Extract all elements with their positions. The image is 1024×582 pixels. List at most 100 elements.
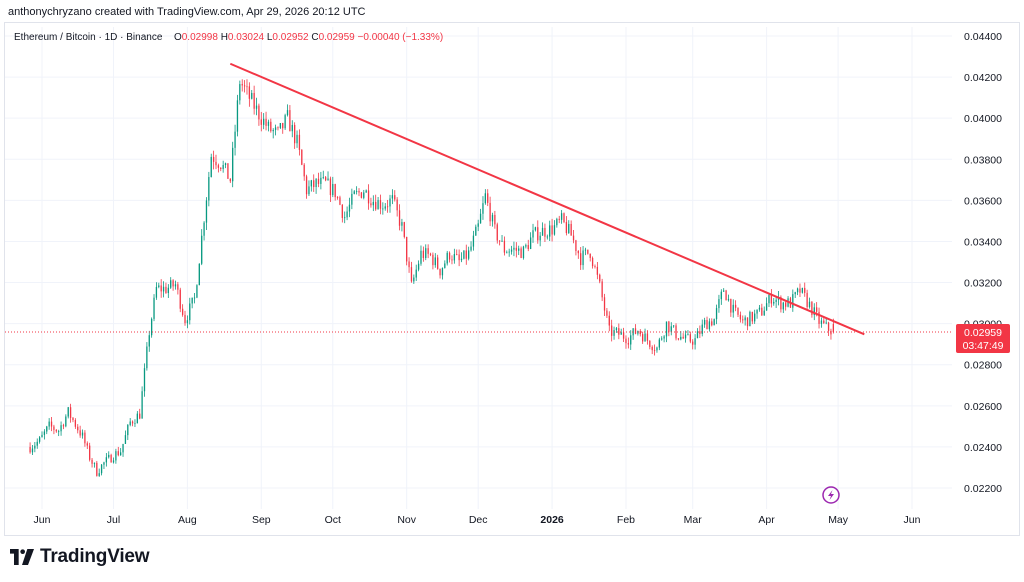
candle (620, 328, 622, 335)
candle (115, 448, 117, 464)
candle (568, 220, 570, 234)
candle (117, 446, 119, 457)
candle (43, 429, 46, 440)
candle (34, 441, 36, 453)
candle (482, 196, 484, 220)
candle (663, 335, 665, 343)
chart-frame[interactable]: 0.04400 0.04200 0.04000 0.03800 0.03600 0.034… (0, 22, 1024, 537)
candle (196, 284, 198, 299)
candle (417, 260, 420, 272)
candle (65, 414, 67, 428)
candle (496, 222, 498, 244)
candle (682, 333, 684, 340)
candle (570, 220, 572, 236)
candle (324, 175, 327, 182)
candle (391, 189, 394, 205)
candle (458, 249, 460, 267)
candle (100, 464, 103, 476)
candle (601, 278, 603, 302)
candle (763, 306, 765, 316)
x-tick-label: Aug (178, 514, 197, 526)
candle (403, 221, 405, 239)
legend-symbol: Ethereum / Bitcoin · 1D · Binance (14, 32, 163, 43)
y-axis: 0.04400 0.04200 0.04000 0.03800 0.03600 0.034… (964, 31, 1002, 495)
chart-border (4, 22, 1020, 536)
candle (355, 186, 358, 195)
price-chart[interactable]: 0.04400 0.04200 0.04000 0.03800 0.03600 0.034… (0, 22, 1024, 537)
candle (703, 317, 706, 328)
candle (301, 149, 303, 166)
candle (644, 328, 646, 342)
candle (751, 311, 753, 325)
candle (305, 174, 308, 199)
candle (375, 194, 377, 211)
candle (563, 212, 565, 224)
candle (286, 104, 289, 117)
candle (81, 429, 84, 439)
candle (820, 317, 823, 328)
candle (465, 244, 467, 265)
candle (234, 124, 236, 156)
candle (189, 297, 191, 325)
candle (692, 339, 694, 350)
y-tick-label: 0.04000 (964, 113, 1002, 125)
candle (510, 245, 513, 255)
candle (715, 304, 718, 325)
candle (148, 330, 150, 352)
candle (93, 462, 96, 468)
candle (827, 321, 830, 337)
y-tick-label: 0.02800 (964, 360, 1002, 372)
candle (327, 171, 329, 181)
lightning-icon[interactable] (822, 486, 840, 504)
candle (677, 338, 680, 341)
candle (239, 80, 241, 105)
candle (522, 245, 525, 260)
candle (67, 406, 69, 419)
candle (515, 242, 517, 258)
candle (422, 246, 425, 262)
candle (479, 208, 482, 224)
legend-high-value: 0.03024 (227, 32, 265, 43)
x-tick-label: Nov (397, 514, 416, 526)
candle (656, 346, 658, 353)
candle (408, 257, 410, 273)
candle (170, 277, 172, 289)
candle (498, 240, 501, 246)
candle (217, 163, 220, 173)
candle (155, 282, 158, 300)
candle (437, 254, 439, 270)
x-tick-label: 2026 (540, 514, 564, 526)
candle (687, 330, 689, 336)
candle (818, 307, 820, 329)
candle (553, 220, 556, 236)
candle (105, 453, 108, 467)
x-axis: Jun Jul Aug Sep Oct Nov Dec 2026 Feb Mar Apr May Jun (34, 514, 921, 526)
candle (260, 111, 262, 132)
grid-lines (5, 27, 952, 509)
candle (665, 321, 668, 343)
candle (446, 250, 448, 266)
candle (792, 289, 794, 312)
candle (48, 418, 50, 430)
candle (315, 178, 317, 194)
candle (491, 212, 494, 227)
candle (565, 216, 568, 236)
candle (761, 303, 763, 316)
candle (165, 282, 167, 294)
candle (136, 411, 138, 424)
candle (494, 210, 496, 229)
y-tick-label: 0.03200 (964, 278, 1002, 290)
candle (351, 188, 353, 210)
candle (329, 176, 332, 203)
legend-high-label: H (220, 32, 228, 43)
candle (365, 189, 367, 193)
candle (584, 247, 587, 256)
candle (754, 309, 756, 324)
tradingview-logo[interactable]: TradingView (10, 546, 150, 568)
candle (317, 172, 320, 188)
candle (258, 103, 260, 126)
candle (215, 154, 217, 170)
candle (296, 130, 298, 148)
candle (184, 310, 186, 326)
candle (86, 441, 88, 450)
